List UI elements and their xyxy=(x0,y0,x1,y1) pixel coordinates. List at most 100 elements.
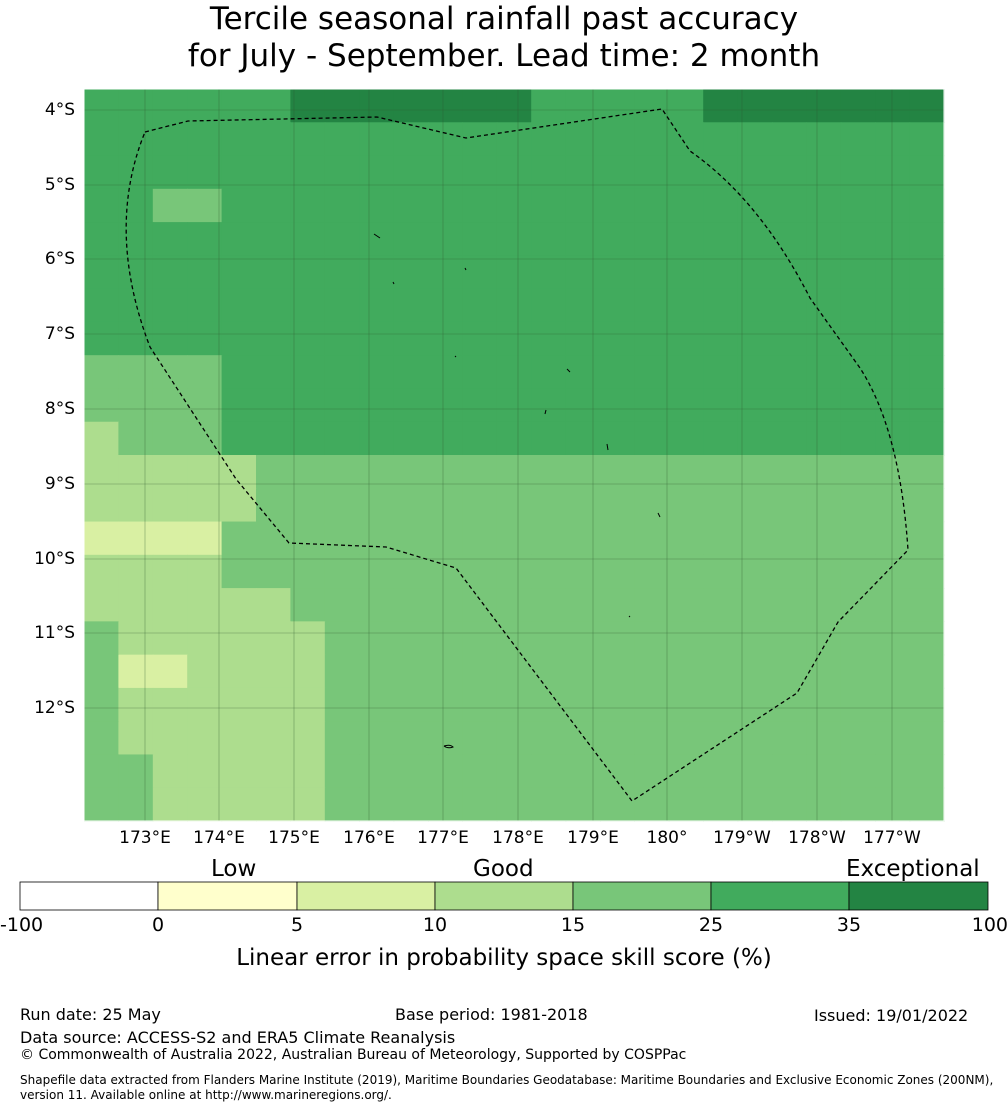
grid-cell xyxy=(359,188,395,223)
grid-cell xyxy=(359,388,395,423)
grid-cell xyxy=(703,388,739,423)
grid-cell xyxy=(324,521,360,556)
grid-cell xyxy=(187,222,223,256)
grid-cell xyxy=(840,355,876,390)
grid-cell xyxy=(875,554,911,589)
grid-cell xyxy=(152,255,188,290)
grid-cell xyxy=(84,554,119,589)
grid-cell xyxy=(634,288,670,323)
latitude-label: 5°S xyxy=(44,175,75,195)
grid-cell xyxy=(703,621,739,656)
grid-cell xyxy=(909,288,945,323)
grid-cell xyxy=(909,421,945,456)
grid-cell xyxy=(840,455,876,489)
grid-cell xyxy=(875,222,911,256)
grid-cell xyxy=(84,388,119,423)
grid-cell xyxy=(703,521,739,556)
grid-cell xyxy=(393,687,429,722)
grid-cell xyxy=(84,222,119,256)
grid-cell xyxy=(634,222,670,256)
grid-cell xyxy=(565,188,601,223)
grid-cell xyxy=(118,787,154,822)
grid-cell xyxy=(152,721,188,756)
grid-cell xyxy=(531,521,567,556)
grid-cell xyxy=(290,421,326,456)
grid-cell xyxy=(462,89,498,123)
grid-cell xyxy=(496,588,532,622)
grid-cell xyxy=(668,455,704,489)
grid-cell xyxy=(703,754,739,789)
grid-cell xyxy=(840,654,876,689)
grid-cell xyxy=(290,355,326,390)
grid-cell xyxy=(909,155,945,190)
grid-cell xyxy=(840,388,876,423)
grid-cell xyxy=(84,321,119,356)
grid-cell xyxy=(600,787,635,822)
grid-cell xyxy=(428,321,463,356)
grid-cell xyxy=(875,421,911,456)
category-low: Low xyxy=(211,856,257,882)
island xyxy=(628,615,631,618)
grid-cell xyxy=(152,488,188,523)
grid-cell xyxy=(806,122,842,157)
grid-cell xyxy=(737,621,773,656)
grid-cell xyxy=(462,488,498,523)
grid-cell xyxy=(703,721,739,756)
grid-cell xyxy=(256,188,291,223)
grid-cell xyxy=(84,421,119,456)
grid-cell xyxy=(668,255,704,290)
grid-cell xyxy=(668,721,704,756)
grid-cell xyxy=(840,222,876,256)
grid-cell xyxy=(909,188,945,223)
grid-cell xyxy=(118,222,154,256)
grid-cell xyxy=(84,255,119,290)
grid-cell xyxy=(496,122,532,157)
grid-cell xyxy=(875,355,911,390)
islands xyxy=(373,233,661,749)
grid-cell xyxy=(496,155,532,190)
grid-cell xyxy=(600,188,635,223)
grid-cell xyxy=(393,288,429,323)
grid-cell xyxy=(290,654,326,689)
latitude-label: 6°S xyxy=(44,249,75,269)
grid-cell xyxy=(221,488,257,523)
grid-cell xyxy=(737,188,773,223)
longitude-label: 180° xyxy=(646,828,688,848)
grid-cell xyxy=(668,89,704,123)
grid-cell xyxy=(359,588,395,622)
grid-cell xyxy=(393,521,429,556)
grid-cell xyxy=(118,721,154,756)
grid-cell xyxy=(359,421,395,456)
grid-cell xyxy=(256,321,291,356)
grid-cell xyxy=(531,721,567,756)
island xyxy=(373,233,381,239)
grid-cell xyxy=(806,255,842,290)
grid-cell xyxy=(496,188,532,223)
grid-cell xyxy=(531,255,567,290)
colorbar-tick-label: 10 xyxy=(422,914,448,936)
grid-cell xyxy=(806,421,842,456)
latitude-label: 4°S xyxy=(44,100,75,120)
longitude-label: 175°E xyxy=(268,828,320,848)
colorbar-label: Linear error in probability space skill … xyxy=(236,945,772,971)
grid-cell xyxy=(256,621,291,656)
grid-cell xyxy=(496,321,532,356)
grid-cell xyxy=(737,122,773,157)
grid-cell xyxy=(565,255,601,290)
grid-cell xyxy=(428,222,463,256)
grid-cell xyxy=(290,554,326,589)
data-source: Data source: ACCESS-S2 and ERA5 Climate … xyxy=(20,1028,456,1047)
island xyxy=(606,443,609,451)
grid-cell xyxy=(668,554,704,589)
grid-cell xyxy=(359,222,395,256)
grid-cell xyxy=(221,687,257,722)
grid-cell xyxy=(428,621,463,656)
grid-cell xyxy=(703,554,739,589)
grid-cell xyxy=(324,721,360,756)
grid-cell xyxy=(221,521,257,556)
grid-cell xyxy=(256,521,291,556)
grid-cell xyxy=(737,421,773,456)
grid-cell xyxy=(462,455,498,489)
grid-cell xyxy=(668,687,704,722)
grid-cell xyxy=(359,321,395,356)
